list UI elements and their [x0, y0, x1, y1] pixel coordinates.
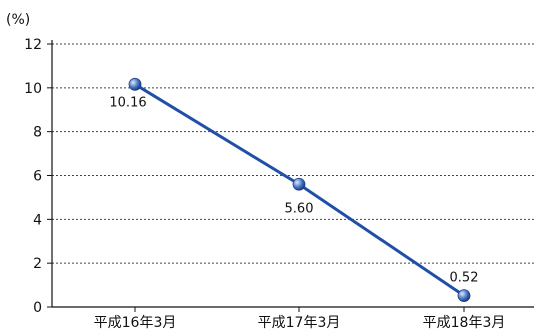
x-tick-label: 平成16年3月 [94, 315, 177, 331]
y-unit-label: (%) [6, 12, 30, 28]
data-label: 10.16 [109, 95, 146, 110]
data-point [292, 177, 306, 191]
data-label: 5.60 [285, 201, 314, 216]
y-tick-label: 6 [33, 169, 42, 185]
y-tick-label: 8 [33, 125, 42, 141]
y-axis: 0 2 4 6 8 10 12 [24, 37, 53, 316]
x-tick-label: 平成17年3月 [258, 315, 341, 331]
y-tick-label: 10 [24, 81, 42, 97]
data-label: 0.52 [450, 271, 479, 286]
y-tick-label: 2 [33, 256, 42, 272]
y-tick-label: 4 [33, 212, 42, 228]
x-tick-label: 平成18年3月 [423, 315, 506, 331]
x-axis: 平成16年3月 平成17年3月 平成18年3月 [52, 306, 534, 331]
series-line-group: 10.16 5.60 0.52 [109, 77, 479, 303]
data-point [457, 289, 471, 303]
y-tick-label: 0 [33, 300, 42, 316]
gridlines [52, 43, 534, 264]
data-point [128, 77, 142, 91]
y-tick-label: 12 [24, 37, 42, 53]
